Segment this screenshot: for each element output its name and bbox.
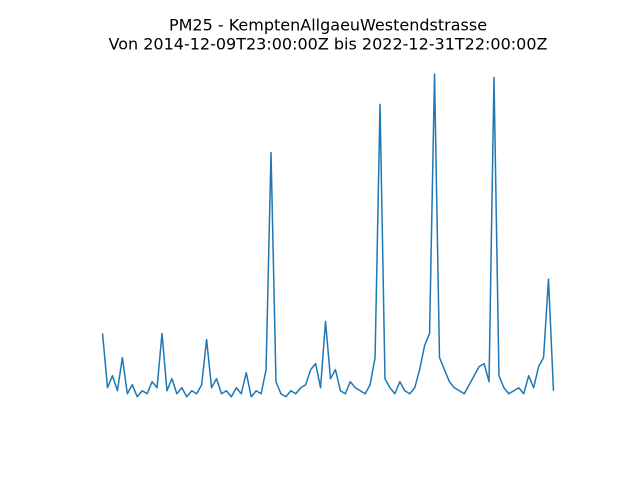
chart-title: PM25 - KemptenAllgaeuWestendstrasse [169,16,487,35]
chart-subtitle: Von 2014-12-09T23:00:00Z bis 2022-12-31T… [109,35,548,54]
data-line [101,73,555,398]
